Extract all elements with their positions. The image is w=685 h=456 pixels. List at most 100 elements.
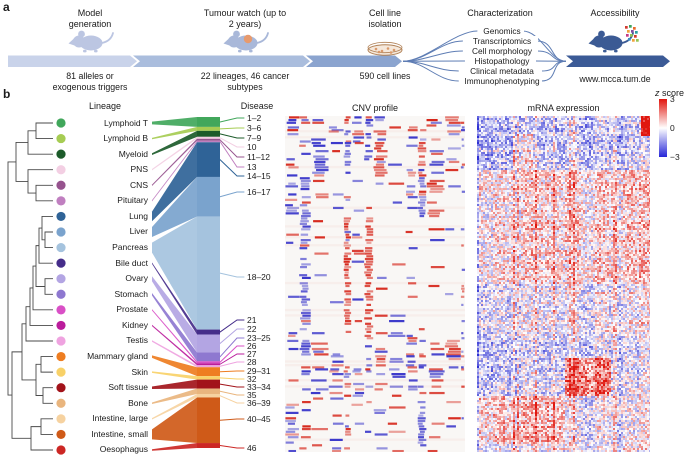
lineage-dot <box>56 305 66 315</box>
zscore-label-rest: score <box>659 88 684 98</box>
lineage-label-8: Pancreas <box>112 242 148 253</box>
lineage-label-18: Bone <box>128 397 148 408</box>
characterization-fan-curve-left <box>402 60 459 82</box>
lineage-dot <box>56 320 66 331</box>
zscore-label-z: z <box>654 88 660 98</box>
sankey-bar-segment <box>197 352 220 362</box>
characterization-item-5: Immunophenotyping <box>461 76 543 86</box>
arrow-bar-segment <box>8 55 137 67</box>
lineage-label-6: Lung <box>129 210 148 221</box>
lineage-dot <box>56 211 66 222</box>
zscore-label: z score <box>636 88 684 98</box>
zscore-tick-1: 0 <box>670 122 675 133</box>
sankey-ribbon <box>152 443 197 451</box>
lineage-dot <box>56 133 66 144</box>
dendrogram <box>7 122 53 451</box>
disease-leader-line <box>219 418 245 421</box>
disease-leader-line <box>219 127 245 130</box>
characterization-item-1: Transcriptomics <box>465 36 539 46</box>
sankey-bar-segment <box>197 397 220 444</box>
disease-leader-line <box>219 139 245 158</box>
sankey-bar-segment <box>197 443 220 448</box>
sankey-bar-segment <box>197 117 220 127</box>
characterization-fan-curve-right <box>537 50 567 62</box>
mouse-icon <box>68 30 114 53</box>
lineage-dot <box>56 165 66 175</box>
petri-dish-icon <box>367 41 403 56</box>
disease-label-20: 40–45 <box>247 414 271 424</box>
disease-label-16: 32 <box>247 374 257 384</box>
sankey-bar-segment <box>197 138 220 141</box>
sankey-bar-segment <box>197 216 220 330</box>
sankey-bar-segment <box>197 140 220 143</box>
sankey-bar-segment <box>197 334 220 353</box>
disease-leader-line <box>219 133 245 139</box>
disease-label-19: 36–39 <box>247 398 271 408</box>
mrna-heatmap <box>477 116 650 452</box>
arrow-bar-segment <box>306 55 402 67</box>
lineage-label-15: Mammary gland <box>87 351 148 362</box>
lineage-dot <box>56 196 66 206</box>
cnv-heatmap <box>285 116 465 452</box>
sankey-ribbon <box>152 262 197 335</box>
disease-label-15: 29–31 <box>247 366 271 376</box>
arrow-bar-segment <box>566 55 670 67</box>
lineage-label-20: Intestine, small <box>91 428 148 439</box>
disease-label-8: 18–20 <box>247 272 271 282</box>
disease-label-18: 35 <box>247 390 257 400</box>
disease-label-3: 10 <box>247 142 257 152</box>
lineage-dot <box>56 227 66 237</box>
disease-leader-line <box>219 117 245 123</box>
arrow-bar-segment <box>133 55 310 67</box>
characterization-fan-curve-right <box>541 60 567 82</box>
disease-leader-line <box>219 361 245 367</box>
lineage-dot <box>56 351 66 362</box>
lineage-dot <box>56 118 66 128</box>
stage-subtitle-0: 81 alleles or exogenous triggers <box>52 71 128 92</box>
sankey-bar-segment <box>197 130 220 137</box>
stage-title-2: Cell line isolation <box>368 8 402 29</box>
sankey-ribbon <box>152 393 197 420</box>
sankey-bar-segment <box>197 176 220 217</box>
disease-label-9: 21 <box>247 315 257 325</box>
lineage-label-0: Lymphoid T <box>104 117 148 128</box>
disease-leader-line <box>219 159 245 177</box>
sankey-ribbon <box>152 324 197 366</box>
disease-label-1: 3–6 <box>247 123 262 133</box>
sankey-bar-segment <box>197 376 220 380</box>
disease-leader-line <box>219 141 245 168</box>
stage-title-4: Accessibility <box>590 8 640 18</box>
sankey-ribbon <box>152 379 197 389</box>
disease-label-5: 13 <box>247 162 257 172</box>
disease-leader-line <box>219 272 245 278</box>
sankey-bar-segment <box>197 363 220 366</box>
data-mouse-icon <box>588 25 639 53</box>
lineage-dot <box>56 445 66 455</box>
sankey-bar-segment <box>197 126 220 131</box>
disease-label-2: 7–9 <box>247 133 262 143</box>
disease-label-7: 16–17 <box>247 187 271 197</box>
characterization-item-4: Clinical metadata <box>461 66 543 76</box>
lineage-dot <box>56 242 66 253</box>
sankey-bar-segment <box>197 379 220 389</box>
stage-title-0: Model generation <box>68 8 112 29</box>
lineage-label-19: Intestine, large <box>92 413 148 424</box>
disease-label-12: 26 <box>247 341 257 351</box>
disease-label-21: 46 <box>247 443 257 453</box>
lineage-label-13: Kidney <box>122 319 148 330</box>
sankey-ribbon <box>152 142 197 222</box>
characterization-item-2: Cell morphology <box>465 46 539 56</box>
lineage-dot <box>56 274 66 284</box>
tumour-dot <box>243 34 253 44</box>
stage-title-3: Characterization <box>467 8 533 18</box>
sankey-ribbon <box>152 371 197 380</box>
lineage-label-17: Soft tissue <box>108 382 148 393</box>
lineage-dot <box>56 398 66 408</box>
disease-label-17: 33–34 <box>247 382 271 392</box>
sankey-bar-segment <box>197 142 220 177</box>
lineage-label-2: Myeloid <box>118 148 148 159</box>
lineage-dot <box>56 429 66 440</box>
characterization-item-0: Genomics <box>480 26 524 36</box>
lineage-label-16: Skin <box>131 366 148 377</box>
